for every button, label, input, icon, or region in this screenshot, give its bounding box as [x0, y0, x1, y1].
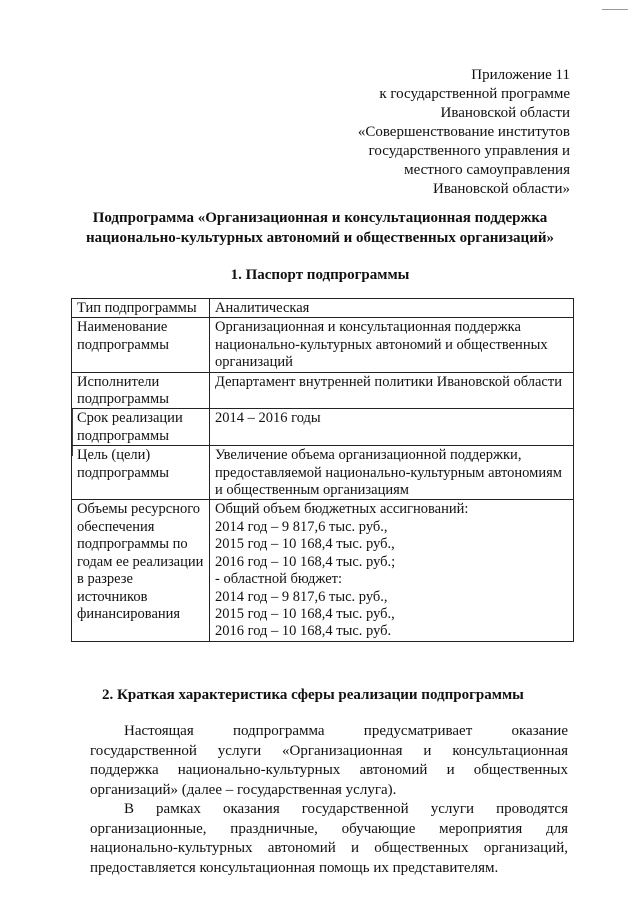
appendix-line: Ивановской области	[440, 105, 571, 121]
section-2-heading: 2. Краткая характеристика сферы реализац…	[102, 687, 524, 703]
row-value: Департамент внутренней политики Ивановск…	[209, 371, 574, 410]
funding-line: - областной бюджет:	[215, 571, 343, 588]
row-key: Исполнители подпрограммы	[71, 371, 210, 410]
row-key: Тип подпрограммы	[71, 297, 210, 319]
scan-mark	[602, 9, 628, 10]
title-line: Подпрограмма «Организационная и консульт…	[92, 210, 548, 226]
funding-line: 2015 год – 10 168,4 тыс. руб.,	[215, 605, 395, 622]
paragraph: Настоящая подпрограмма предусматривает о…	[90, 723, 568, 798]
table-row: Тип подпрограммы Аналитическая	[71, 297, 574, 319]
row-key: Срок реализации подпрограммы	[71, 408, 210, 447]
document-title: Подпрограмма «Организационная и консульт…	[60, 208, 580, 248]
table-row: Цель (цели) подпрограммы Увеличение объе…	[71, 445, 574, 501]
funding-line: 2016 год – 10 168,4 тыс. руб.;	[215, 553, 396, 570]
appendix-line: к государственной программе	[379, 86, 570, 102]
appendix-line: государственного управления и	[368, 143, 570, 159]
row-value: 2014 – 2016 годы	[209, 408, 574, 447]
appendix-line: местного самоуправления	[404, 162, 570, 178]
paragraph: В рамках оказания государственной услуги…	[90, 801, 568, 876]
funding-line: 2015 год – 10 168,4 тыс. руб.,	[215, 536, 395, 553]
row-key: Цель (цели) подпрограммы	[71, 445, 210, 501]
table-row: Наименование подпрограммы Организационна…	[71, 317, 574, 373]
table-row: Срок реализации подпрограммы 2014 – 2016…	[71, 408, 574, 447]
title-line: национально-культурных автономий и общес…	[86, 230, 554, 246]
table-row: Объемы ресурсного обеспечения подпрограм…	[71, 499, 574, 642]
passport-table: Тип подпрограммы Аналитическая Наименова…	[71, 297, 574, 642]
appendix-line: Приложение 11	[471, 67, 570, 83]
table-row: Исполнители подпрограммы Департамент вну…	[71, 371, 574, 410]
row-value: Организационная и консультационная подде…	[209, 317, 574, 373]
row-value: Общий объем бюджетных ассигнований: 2014…	[209, 499, 574, 642]
funding-line: 2014 год – 9 817,6 тыс. руб.,	[215, 518, 388, 535]
section-2-body: Настоящая подпрограмма предусматривает о…	[90, 722, 568, 878]
appendix-header: Приложение 11 к государственной программ…	[358, 66, 570, 199]
row-value: Увеличение объема организационной поддер…	[209, 445, 574, 501]
appendix-line: «Совершенствование институтов	[357, 124, 570, 140]
appendix-line: Ивановской области»	[433, 181, 570, 197]
section-1-heading: 1. Паспорт подпрограммы	[230, 267, 410, 283]
row-key: Наименование подпрограммы	[71, 317, 210, 373]
row-key: Объемы ресурсного обеспечения подпрограм…	[71, 499, 210, 642]
funding-line: 2016 год – 10 168,4 тыс. руб.	[215, 623, 392, 640]
funding-line: 2014 год – 9 817,6 тыс. руб.,	[215, 588, 388, 605]
row-value: Аналитическая	[209, 297, 574, 319]
funding-line: Общий объем бюджетных ассигнований:	[215, 501, 469, 518]
